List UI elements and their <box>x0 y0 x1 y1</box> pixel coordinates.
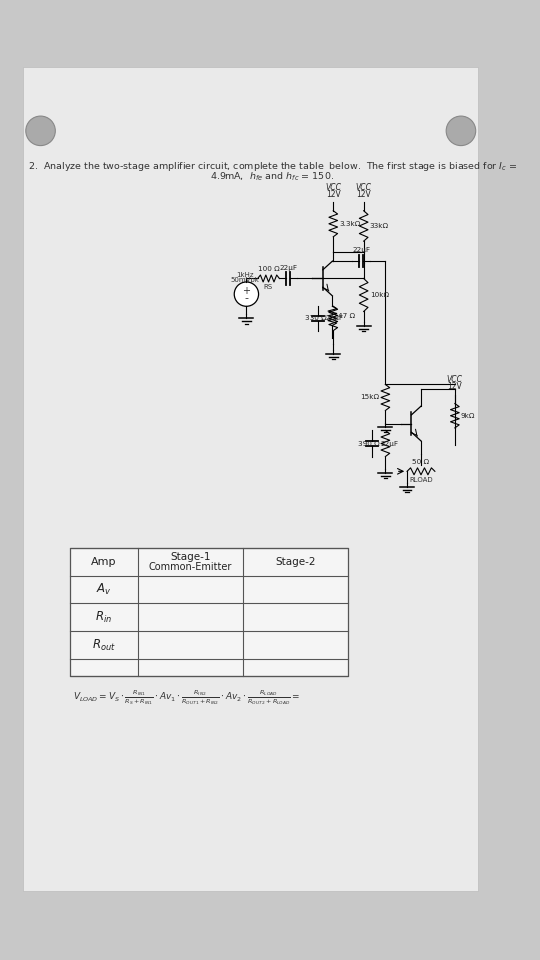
Text: $V_{LOAD} = V_S \cdot \frac{R_{IN1}}{R_S+R_{IN1}} \cdot Av_1 \cdot \frac{R_{IN2}: $V_{LOAD} = V_S \cdot \frac{R_{IN1}}{R_S… <box>73 688 300 708</box>
Text: 15kΩ: 15kΩ <box>360 395 379 400</box>
Text: 100 Ω: 100 Ω <box>258 267 279 273</box>
Text: 47 Ω: 47 Ω <box>339 313 356 319</box>
Text: 10kΩ: 10kΩ <box>370 292 389 298</box>
Text: Stage-2: Stage-2 <box>275 557 316 566</box>
Text: 9kΩ: 9kΩ <box>461 413 475 419</box>
Text: $R_{out}$: $R_{out}$ <box>92 637 116 653</box>
Text: 50mVpk: 50mVpk <box>230 276 259 283</box>
Text: RLOAD: RLOAD <box>409 477 433 484</box>
Circle shape <box>26 116 55 146</box>
Text: 22μF: 22μF <box>380 441 398 446</box>
Text: $A_v$: $A_v$ <box>96 582 112 597</box>
Text: 1kHz: 1kHz <box>236 273 253 278</box>
Text: +: + <box>242 286 251 296</box>
Circle shape <box>234 282 259 306</box>
Text: 390 Ω: 390 Ω <box>357 441 379 446</box>
Text: 22μF: 22μF <box>279 265 297 271</box>
Text: $R_{in}$: $R_{in}$ <box>96 610 112 625</box>
Text: 22μF: 22μF <box>352 248 370 253</box>
Text: 22μF: 22μF <box>326 316 343 322</box>
Text: 330 Ω: 330 Ω <box>306 316 327 322</box>
Text: 12V: 12V <box>356 189 371 199</box>
Text: 12V: 12V <box>448 382 462 392</box>
Text: VCC: VCC <box>356 182 372 192</box>
Text: 50 Ω: 50 Ω <box>413 459 429 466</box>
Text: RS: RS <box>264 284 273 290</box>
Text: Amp: Amp <box>91 557 117 566</box>
Text: 33kΩ: 33kΩ <box>370 223 389 228</box>
Text: -: - <box>245 294 248 303</box>
Text: VCC: VCC <box>447 375 463 384</box>
Text: Common-Emitter: Common-Emitter <box>148 562 232 572</box>
Text: 3.3kΩ: 3.3kΩ <box>339 221 361 227</box>
Text: 4.9mA,  $h_{fe}$ and $h_{fc}$ = 150.: 4.9mA, $h_{fe}$ and $h_{fc}$ = 150. <box>211 171 334 183</box>
Text: VCC: VCC <box>325 182 341 192</box>
Text: 2.  Analyze the two-stage amplifier circuit, complete the table  below.  The fir: 2. Analyze the two-stage amplifier circu… <box>28 160 517 174</box>
Circle shape <box>446 116 476 146</box>
Text: 12V: 12V <box>326 189 341 199</box>
Bar <box>70 548 348 676</box>
Text: Stage-1: Stage-1 <box>170 552 211 563</box>
